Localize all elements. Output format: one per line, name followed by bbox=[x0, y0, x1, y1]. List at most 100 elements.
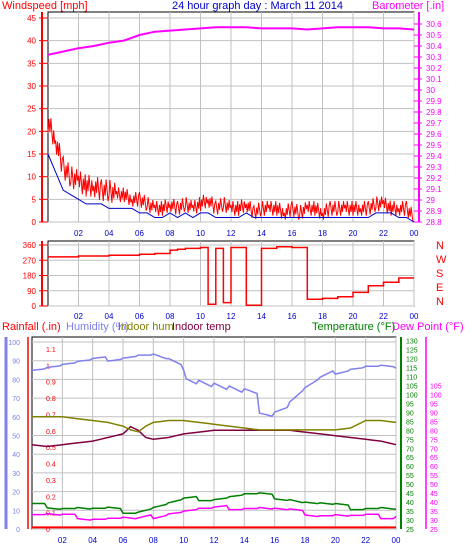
wind-tick-label: 0 bbox=[32, 218, 37, 227]
rain-tick-label: 0.4 bbox=[46, 462, 56, 469]
humidity-tick-label: 100 bbox=[8, 340, 20, 347]
barometer-tick-label: 29.2 bbox=[426, 174, 442, 183]
humidity-tick-label: 20 bbox=[12, 490, 20, 497]
hour-tick-label: 22 bbox=[361, 536, 370, 545]
barometer-tick-label: 29.9 bbox=[426, 97, 442, 106]
temperature-tick-label: 70 bbox=[406, 446, 414, 453]
direction-tick-label: 0 bbox=[32, 302, 37, 311]
dew-tick-label: 90 bbox=[430, 410, 438, 417]
temperature-tick-label: 40 bbox=[406, 500, 414, 507]
rain-tick-label: 0.2 bbox=[46, 494, 56, 501]
temperature-axis-label: Temperature (°F) bbox=[312, 321, 395, 333]
compass-label: N bbox=[436, 296, 444, 308]
wind-tick-label: 40 bbox=[27, 37, 36, 46]
hour-tick-label: 16 bbox=[270, 536, 279, 545]
hour-tick-label: 00 bbox=[410, 312, 419, 321]
dew-tick-label: 50 bbox=[430, 482, 438, 489]
compass-label: E bbox=[436, 282, 443, 294]
direction-tick-label: 90 bbox=[27, 287, 36, 296]
barometer-tick-label: 29.1 bbox=[426, 185, 442, 194]
hour-tick-label: 00 bbox=[392, 536, 401, 545]
compass-label: S bbox=[436, 268, 443, 280]
wind-tick-label: 20 bbox=[27, 127, 36, 136]
barometer-axis-label: Barometer [.in] bbox=[372, 0, 444, 12]
rain-tick-label: 0.7 bbox=[46, 412, 56, 419]
compass-label: W bbox=[436, 254, 447, 266]
series-dew-point bbox=[32, 504, 397, 521]
temperature-tick-label: 30 bbox=[406, 518, 414, 525]
hour-tick-label: 12 bbox=[227, 229, 236, 238]
temperature-tick-label: 95 bbox=[406, 401, 414, 408]
series-humidity bbox=[31, 353, 397, 418]
hour-tick-label: 14 bbox=[257, 229, 266, 238]
barometer-tick-label: 30.4 bbox=[426, 42, 442, 51]
barometer-tick-label: 29.5 bbox=[426, 141, 442, 150]
hour-tick-label: 12 bbox=[227, 312, 236, 321]
direction-tick-label: 360 bbox=[23, 241, 37, 250]
humidity-tick-label: 80 bbox=[12, 377, 20, 384]
dew-tick-label: 60 bbox=[430, 464, 438, 471]
dew-tick-label: 85 bbox=[430, 419, 438, 426]
barometer-tick-label: 30.2 bbox=[426, 64, 442, 73]
temperature-tick-label: 65 bbox=[406, 455, 414, 462]
temperature-tick-label: 60 bbox=[406, 464, 414, 471]
barometer-tick-label: 30 bbox=[426, 86, 435, 95]
barometer-tick-label: 30.5 bbox=[426, 31, 442, 40]
hour-tick-label: 20 bbox=[349, 229, 358, 238]
series-indoor-hum bbox=[32, 416, 397, 433]
wind-barometer-panel: 0 5 10 15 20 25 30 35 40 45 28.8 28.9 29 29.1 29.2 29.… bbox=[2, 0, 444, 238]
rain-tick-label: 0.3 bbox=[46, 478, 56, 485]
dew-tick-label: 40 bbox=[430, 500, 438, 507]
barometer-tick-label: 28.9 bbox=[426, 207, 442, 216]
hour-tick-label: 16 bbox=[288, 229, 297, 238]
barometer-tick-label: 30.3 bbox=[426, 53, 442, 62]
barometer-tick-label: 29.8 bbox=[426, 108, 442, 117]
hour-tick-label: 20 bbox=[349, 312, 358, 321]
humidity-tick-label: 60 bbox=[12, 415, 20, 422]
hour-tick-label: 20 bbox=[331, 536, 340, 545]
barometer-tick-label: 29.7 bbox=[426, 119, 442, 128]
rain-tick-label: 0.5 bbox=[46, 445, 56, 452]
hour-tick-label: 08 bbox=[166, 229, 175, 238]
barometer-tick-label: 29 bbox=[426, 196, 435, 205]
temperature-tick-label: 110 bbox=[406, 374, 417, 381]
dew-tick-label: 75 bbox=[430, 437, 438, 444]
temperature-tick-label: 130 bbox=[406, 339, 418, 346]
barometer-tick-label: 30.1 bbox=[426, 75, 442, 84]
temperature-tick-label: 50 bbox=[406, 482, 414, 489]
wind-tick-label: 35 bbox=[27, 59, 36, 68]
temperature-tick-label: 115 bbox=[406, 366, 417, 373]
series-wind-avg bbox=[47, 153, 415, 223]
hour-tick-label: 22 bbox=[379, 312, 388, 321]
temperature-tick-label: 85 bbox=[406, 419, 414, 426]
dew-point-axis-label: Dew Point (°F) bbox=[392, 321, 464, 333]
rainfall-axis-label: Rainfall (.in) bbox=[2, 321, 61, 333]
temperature-tick-label: 90 bbox=[406, 410, 414, 417]
temperature-tick-label: 80 bbox=[406, 428, 414, 435]
dew-tick-label: 80 bbox=[430, 428, 438, 435]
humidity-axis-label: Humidity (%) bbox=[66, 321, 129, 333]
wind-tick-label: 5 bbox=[32, 195, 37, 204]
rain-tick-label: 0.6 bbox=[46, 429, 56, 436]
hour-tick-label: 06 bbox=[135, 312, 144, 321]
hour-tick-label: 18 bbox=[318, 312, 327, 321]
temperature-tick-label: 25 bbox=[406, 527, 414, 534]
humidity-tick-label: 70 bbox=[12, 396, 20, 403]
barometer-tick-label: 29.4 bbox=[426, 152, 442, 161]
dew-tick-label: 105 bbox=[430, 383, 442, 390]
dew-tick-label: 65 bbox=[430, 455, 438, 462]
indoor-temp-label: Indoor temp bbox=[172, 321, 231, 333]
hour-tick-label: 02 bbox=[58, 536, 67, 545]
hour-tick-label: 14 bbox=[257, 312, 266, 321]
hour-tick-label: 08 bbox=[166, 312, 175, 321]
temperature-tick-label: 75 bbox=[406, 437, 414, 444]
wind-tick-label: 45 bbox=[27, 14, 36, 23]
barometer-tick-label: 29.3 bbox=[426, 163, 442, 172]
series-temperature bbox=[32, 492, 397, 514]
direction-tick-label: 270 bbox=[23, 256, 37, 265]
dew-tick-label: 25 bbox=[430, 527, 438, 534]
hour-tick-label: 04 bbox=[88, 536, 97, 545]
